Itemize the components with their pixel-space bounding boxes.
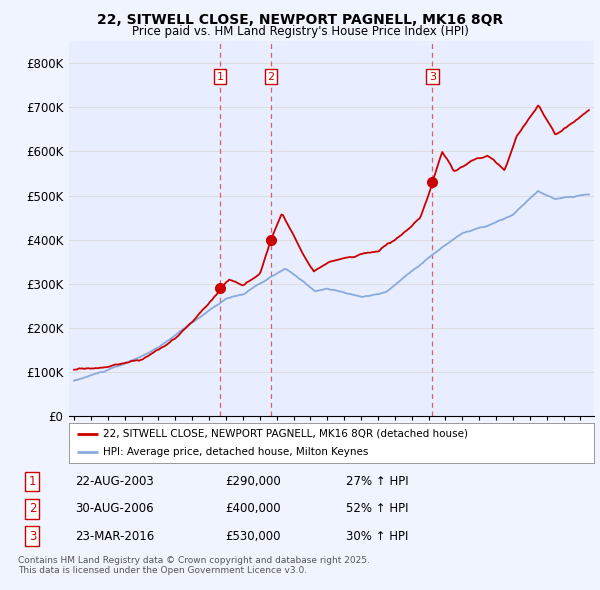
Text: This data is licensed under the Open Government Licence v3.0.: This data is licensed under the Open Gov…	[18, 566, 307, 575]
Text: 22-AUG-2003: 22-AUG-2003	[76, 475, 154, 488]
Text: 2: 2	[29, 502, 36, 516]
Text: 1: 1	[217, 71, 223, 81]
Text: 2: 2	[268, 71, 274, 81]
Text: 3: 3	[29, 530, 36, 543]
Text: 30-AUG-2006: 30-AUG-2006	[76, 502, 154, 516]
Text: 27% ↑ HPI: 27% ↑ HPI	[346, 475, 409, 488]
Text: 3: 3	[429, 71, 436, 81]
Text: 1: 1	[29, 475, 36, 488]
Text: HPI: Average price, detached house, Milton Keynes: HPI: Average price, detached house, Milt…	[103, 447, 368, 457]
Text: 23-MAR-2016: 23-MAR-2016	[76, 530, 155, 543]
Text: 22, SITWELL CLOSE, NEWPORT PAGNELL, MK16 8QR (detached house): 22, SITWELL CLOSE, NEWPORT PAGNELL, MK16…	[103, 429, 468, 439]
Text: 30% ↑ HPI: 30% ↑ HPI	[346, 530, 409, 543]
Text: £290,000: £290,000	[226, 475, 281, 488]
Text: Contains HM Land Registry data © Crown copyright and database right 2025.: Contains HM Land Registry data © Crown c…	[18, 556, 370, 565]
Text: Price paid vs. HM Land Registry's House Price Index (HPI): Price paid vs. HM Land Registry's House …	[131, 25, 469, 38]
Text: £400,000: £400,000	[226, 502, 281, 516]
Text: 52% ↑ HPI: 52% ↑ HPI	[346, 502, 409, 516]
Text: £530,000: £530,000	[226, 530, 281, 543]
Text: 22, SITWELL CLOSE, NEWPORT PAGNELL, MK16 8QR: 22, SITWELL CLOSE, NEWPORT PAGNELL, MK16…	[97, 13, 503, 27]
